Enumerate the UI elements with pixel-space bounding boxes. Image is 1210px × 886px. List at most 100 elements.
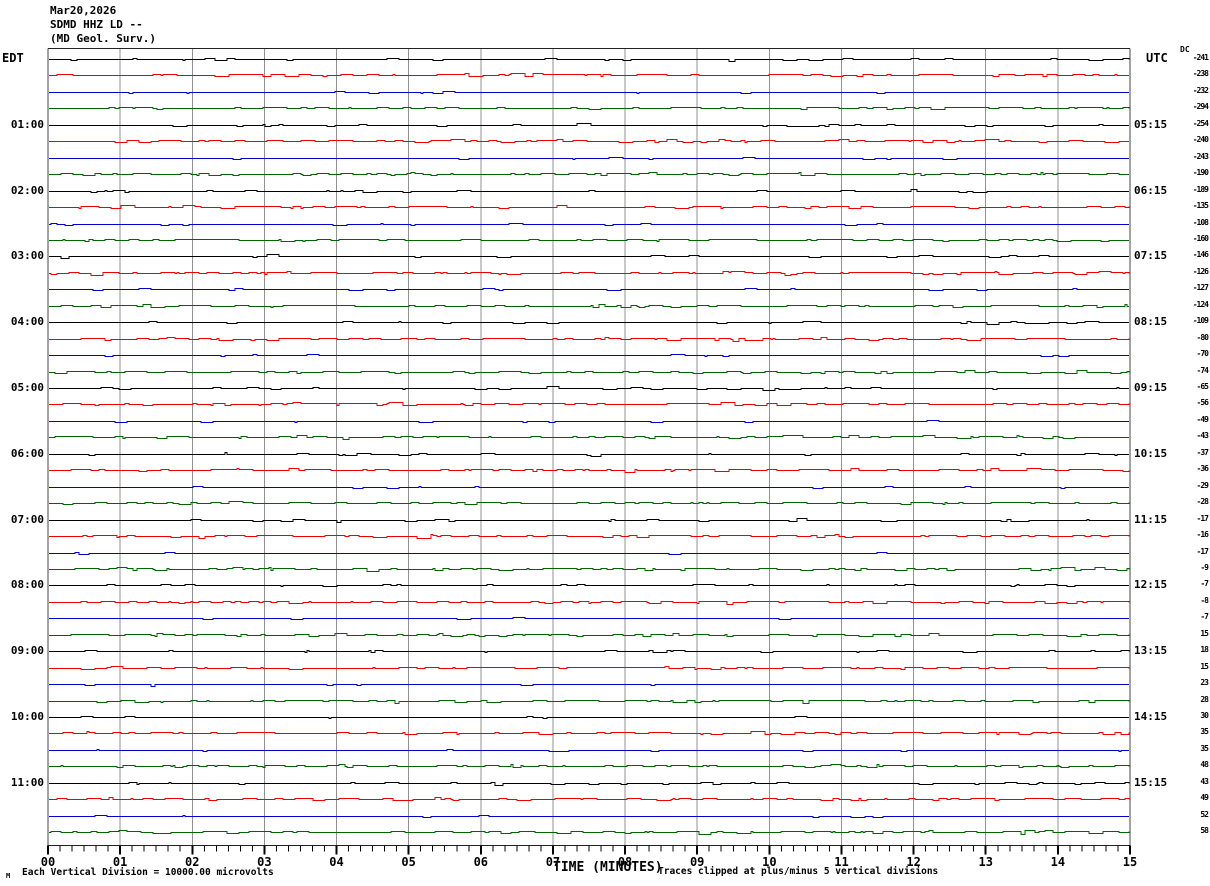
hour-label-edt: 07:00 — [10, 513, 44, 526]
dc-value: -56 — [1196, 398, 1209, 407]
trace-row — [49, 321, 1129, 325]
clip-footnote: Traces clipped at plus/minus 5 vertical … — [658, 866, 939, 877]
dc-value: -294 — [1192, 102, 1209, 111]
hour-label-utc: 05:15 — [1134, 118, 1168, 131]
dc-value: -29 — [1196, 481, 1209, 490]
trace-row — [49, 749, 1129, 752]
trace-row — [49, 700, 1130, 704]
trace-row — [49, 73, 1129, 77]
scale-footnote: Each Vertical Division = 10000.00 microv… — [22, 867, 274, 878]
x-tick-label: 03 — [257, 855, 272, 869]
title-date: Mar20,2026 — [50, 4, 117, 17]
trace-row — [49, 501, 1130, 505]
dc-value: -7 — [1200, 579, 1209, 588]
hour-label-edt: 01:00 — [10, 118, 44, 131]
trace-row — [49, 386, 1129, 391]
dc-value: -37 — [1196, 448, 1209, 457]
hour-label-utc: 12:15 — [1134, 578, 1168, 591]
dc-value: 23 — [1200, 678, 1209, 687]
x-tick-label: 01 — [112, 855, 128, 869]
dc-value: -16 — [1196, 530, 1209, 539]
x-tick-label: 15 — [1122, 855, 1138, 869]
trace-row — [49, 139, 1129, 143]
trace-row — [49, 666, 1130, 670]
trace-row — [49, 486, 1129, 489]
trace-row — [49, 337, 1130, 342]
dc-value: -108 — [1192, 218, 1209, 227]
dc-value: 15 — [1200, 629, 1209, 638]
dc-value: -190 — [1192, 168, 1209, 177]
dc-value: -80 — [1196, 333, 1209, 342]
trace-row — [49, 189, 1129, 193]
hour-label-utc: 15:15 — [1134, 776, 1168, 789]
dc-value: -109 — [1192, 316, 1209, 325]
dc-value: -232 — [1192, 86, 1209, 95]
dc-value: -70 — [1196, 349, 1209, 358]
dc-value: 35 — [1200, 727, 1209, 736]
x-tick-label: 10 — [762, 855, 777, 869]
hour-label-utc: 13:15 — [1134, 644, 1168, 657]
dc-value: -146 — [1192, 250, 1209, 259]
hour-label-utc: 11:15 — [1134, 513, 1168, 526]
trace-row — [49, 239, 1129, 242]
dc-value: 35 — [1200, 744, 1209, 753]
dc-value: 58 — [1200, 826, 1209, 835]
x-tick-label: 02 — [185, 855, 200, 869]
trace-row — [49, 797, 1130, 801]
trace-row — [49, 354, 1129, 357]
dc-value: -238 — [1192, 69, 1209, 78]
dc-value: 28 — [1200, 695, 1209, 704]
dc-value: -7 — [1200, 612, 1209, 621]
trace-row — [49, 731, 1130, 735]
dc-value: -65 — [1196, 382, 1209, 391]
trace-row — [49, 223, 1129, 226]
x-tick-label: 11 — [834, 855, 849, 869]
trace-row — [49, 402, 1130, 406]
dc-value: -17 — [1196, 514, 1209, 523]
dc-value: -124 — [1192, 300, 1209, 309]
trace-row — [49, 716, 1129, 719]
dc-value: -8 — [1200, 596, 1209, 605]
trace-row — [49, 157, 1129, 160]
trace-row — [49, 684, 1129, 687]
dc-value: 43 — [1200, 777, 1209, 786]
dc-value: -17 — [1196, 547, 1209, 556]
dc-value: -43 — [1196, 431, 1209, 440]
dc-value: -9 — [1200, 563, 1209, 572]
trace-row — [49, 815, 1129, 818]
hour-label-utc: 10:15 — [1134, 447, 1168, 460]
trace-row — [49, 601, 1130, 605]
trace-row — [49, 468, 1130, 473]
dc-value: 15 — [1200, 662, 1209, 671]
dc-value: -189 — [1192, 185, 1209, 194]
right-axis-header-utc: UTC — [1146, 51, 1168, 65]
hour-label-utc: 14:15 — [1134, 710, 1168, 723]
dc-column-header: DC — [1180, 45, 1190, 54]
dc-value: -49 — [1196, 415, 1209, 424]
x-tick-label: 14 — [1050, 855, 1066, 869]
trace-row — [49, 123, 1129, 127]
trace-row — [49, 552, 1129, 555]
hour-label-edt: 05:00 — [10, 381, 44, 394]
left-axis-header-edt: EDT — [2, 51, 24, 65]
trace-row — [49, 288, 1129, 291]
trace-row — [49, 58, 1130, 62]
x-tick-label: 13 — [978, 855, 993, 869]
trace-row — [49, 534, 1130, 539]
dc-value: -127 — [1192, 283, 1209, 292]
hour-label-utc: 06:15 — [1134, 184, 1168, 197]
x-tick-label: 04 — [329, 855, 344, 869]
x-tick-label: 05 — [401, 855, 416, 869]
dc-value: -74 — [1196, 366, 1209, 375]
dc-value: -240 — [1192, 135, 1209, 144]
x-tick-label: 12 — [906, 855, 921, 869]
trace-row — [49, 107, 1130, 110]
hour-label-edt: 06:00 — [10, 447, 44, 460]
dc-value: 48 — [1200, 760, 1209, 769]
dc-value: -241 — [1192, 53, 1209, 62]
trace-row — [49, 650, 1130, 653]
hour-label-edt: 09:00 — [10, 644, 44, 657]
dc-value: 18 — [1200, 645, 1209, 654]
dc-value: -135 — [1192, 201, 1209, 210]
hour-label-edt: 11:00 — [10, 776, 44, 789]
